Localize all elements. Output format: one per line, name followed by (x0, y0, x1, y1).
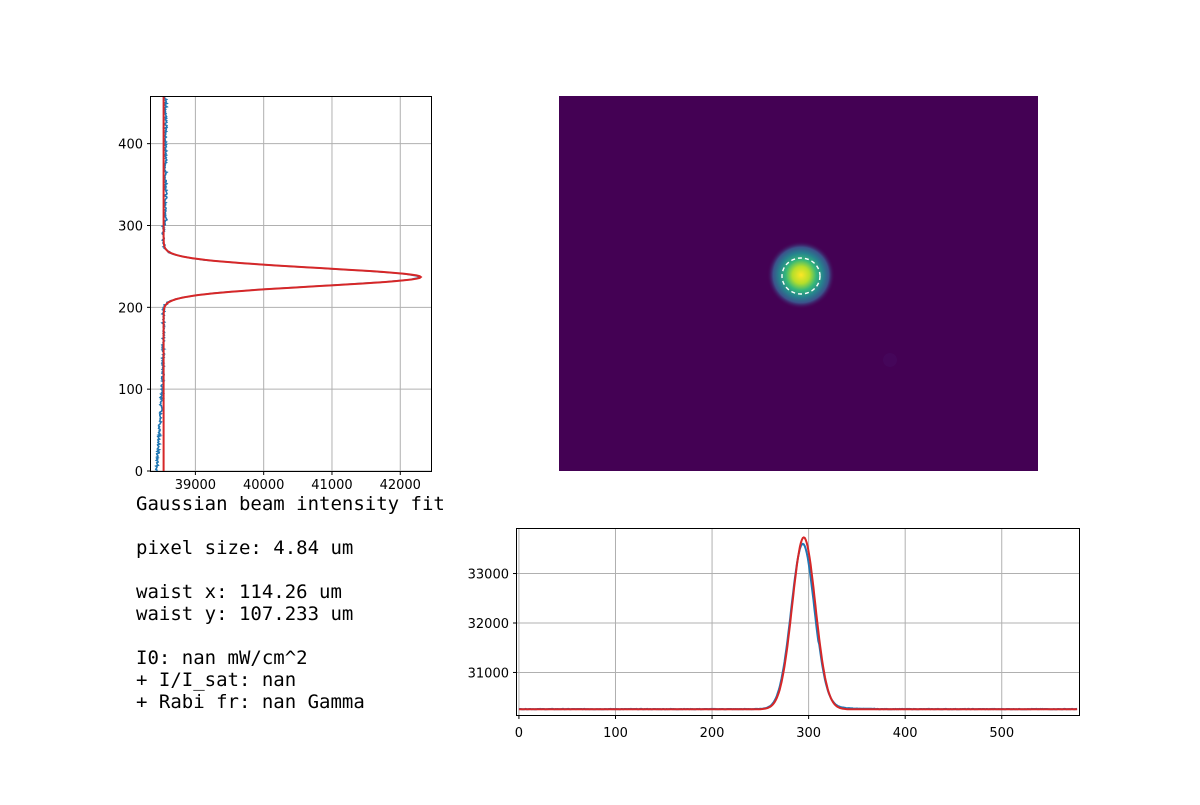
info-i0: I0: nan mW/cm^2 (136, 647, 308, 669)
info-panel: Gaussian beam intensity fit pixel size: … (136, 493, 445, 713)
horizontal-profile-fit-line (518, 536, 1078, 711)
horizontal-profile-ticks: 0 100 200 300 400 500 31000 32000 33000 (468, 568, 1015, 741)
vertical-profile-ytick-label: 200 (118, 301, 143, 316)
fit-ellipse (781, 257, 821, 295)
info-rabi: + Rabi fr: nan Gamma (136, 691, 365, 713)
vertical-profile-lines (154, 96, 423, 472)
faint-artifact (883, 353, 897, 367)
info-pixel-size: pixel size: 4.84 um (136, 537, 353, 559)
vertical-profile-ytick-label: 100 (118, 383, 143, 398)
horizontal-profile-xtick-label: 400 (893, 726, 918, 741)
horizontal-profile-xtick-label: 200 (700, 726, 725, 741)
info-i-sat: + I/I_sat: nan (136, 669, 296, 691)
info-waist-x: waist x: 114.26 um (136, 581, 342, 603)
vertical-profile-grid (151, 97, 431, 472)
horizontal-profile-data-line (518, 542, 1078, 711)
vertical-profile-xtick-label: 41000 (311, 478, 352, 493)
info-waist-y: waist y: 107.233 um (136, 603, 353, 625)
horizontal-profile-ytick-label: 32000 (468, 617, 509, 632)
beam-spot (767, 241, 835, 309)
vertical-profile-xtick-label: 40000 (243, 478, 284, 493)
horizontal-profile-xtick-label: 300 (796, 726, 821, 741)
vertical-profile-fit-line (162, 97, 423, 471)
horizontal-profile-ytick-label: 31000 (468, 666, 509, 681)
vertical-profile-frame (150, 96, 432, 472)
vertical-profile-ticks: 39000 40000 41000 42000 0 100 200 300 400 (118, 138, 421, 493)
info-title: Gaussian beam intensity fit (136, 493, 445, 515)
vertical-profile-ytick-label: 300 (118, 219, 143, 234)
horizontal-profile-xtick-label: 0 (515, 726, 523, 741)
horizontal-profile-ytick-label: 33000 (468, 568, 509, 583)
horizontal-profile-lines (518, 536, 1078, 711)
beam-image (559, 96, 1038, 471)
horizontal-profile-frame (516, 528, 1080, 716)
vertical-profile-ytick-label: 400 (118, 138, 143, 153)
vertical-profile-ytick-label: 0 (135, 465, 143, 480)
vertical-profile-xtick-label: 42000 (380, 478, 421, 493)
vertical-profile-plot: 39000 40000 41000 42000 0 100 200 300 400 (118, 96, 432, 493)
horizontal-profile-plot: 0 100 200 300 400 500 31000 32000 33000 (468, 528, 1080, 741)
vertical-profile-xtick-label: 39000 (175, 478, 216, 493)
horizontal-profile-xtick-label: 100 (603, 726, 628, 741)
horizontal-profile-xtick-label: 500 (989, 726, 1014, 741)
